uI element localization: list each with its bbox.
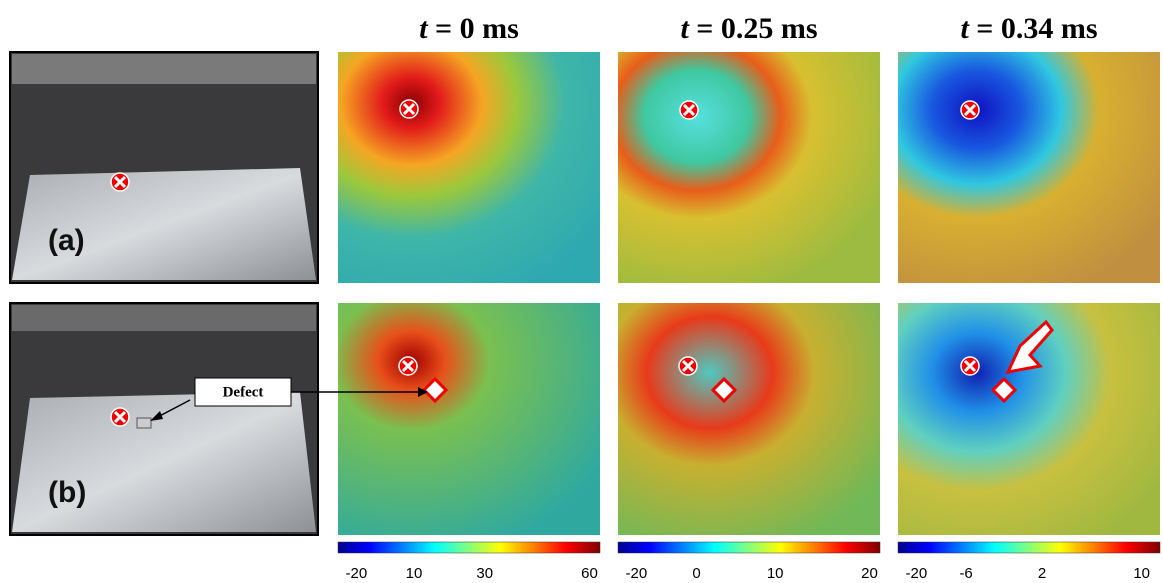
heatmaps: [338, 52, 1160, 535]
title-var: t: [960, 12, 970, 45]
colorbar-tick-label: -20: [905, 565, 927, 582]
colorbar-tick-label: 0: [692, 565, 700, 582]
title-var: t: [680, 12, 690, 45]
title-text: = 0 ms: [435, 12, 519, 45]
annotation: Defect: [223, 384, 264, 400]
colorbar-tick-label: -20: [625, 565, 647, 582]
column-title: t = 0 ms: [419, 12, 519, 45]
title-var: t: [419, 12, 429, 45]
title-text: = 0.34 ms: [976, 12, 1097, 45]
colorbar-tick-label: 20: [861, 565, 878, 582]
figure: Defect (a) (b) t = 0 mst = 0.25 mst = 0.…: [0, 0, 1163, 583]
colorbar-tick-label: 10: [767, 565, 784, 582]
column-title: t = 0.34 ms: [960, 12, 1097, 45]
row-label: (b): [48, 476, 86, 509]
colorbars: [338, 542, 1160, 553]
colorbar-tick-label: 10: [406, 565, 423, 582]
colorbar-tick-label: -6: [959, 565, 972, 582]
colorbar-tick-label: 60: [581, 565, 598, 582]
row-label: (a): [48, 224, 85, 257]
colorbar-tick-label: 2: [1038, 565, 1046, 582]
colorbar-tick-label: 10: [1133, 565, 1150, 582]
photos: [10, 52, 318, 535]
title-text: = 0.25 ms: [696, 12, 817, 45]
colorbar-tick-label: -20: [345, 565, 367, 582]
colorbar-tick-label: 30: [476, 565, 493, 582]
column-title: t = 0.25 ms: [680, 12, 817, 45]
